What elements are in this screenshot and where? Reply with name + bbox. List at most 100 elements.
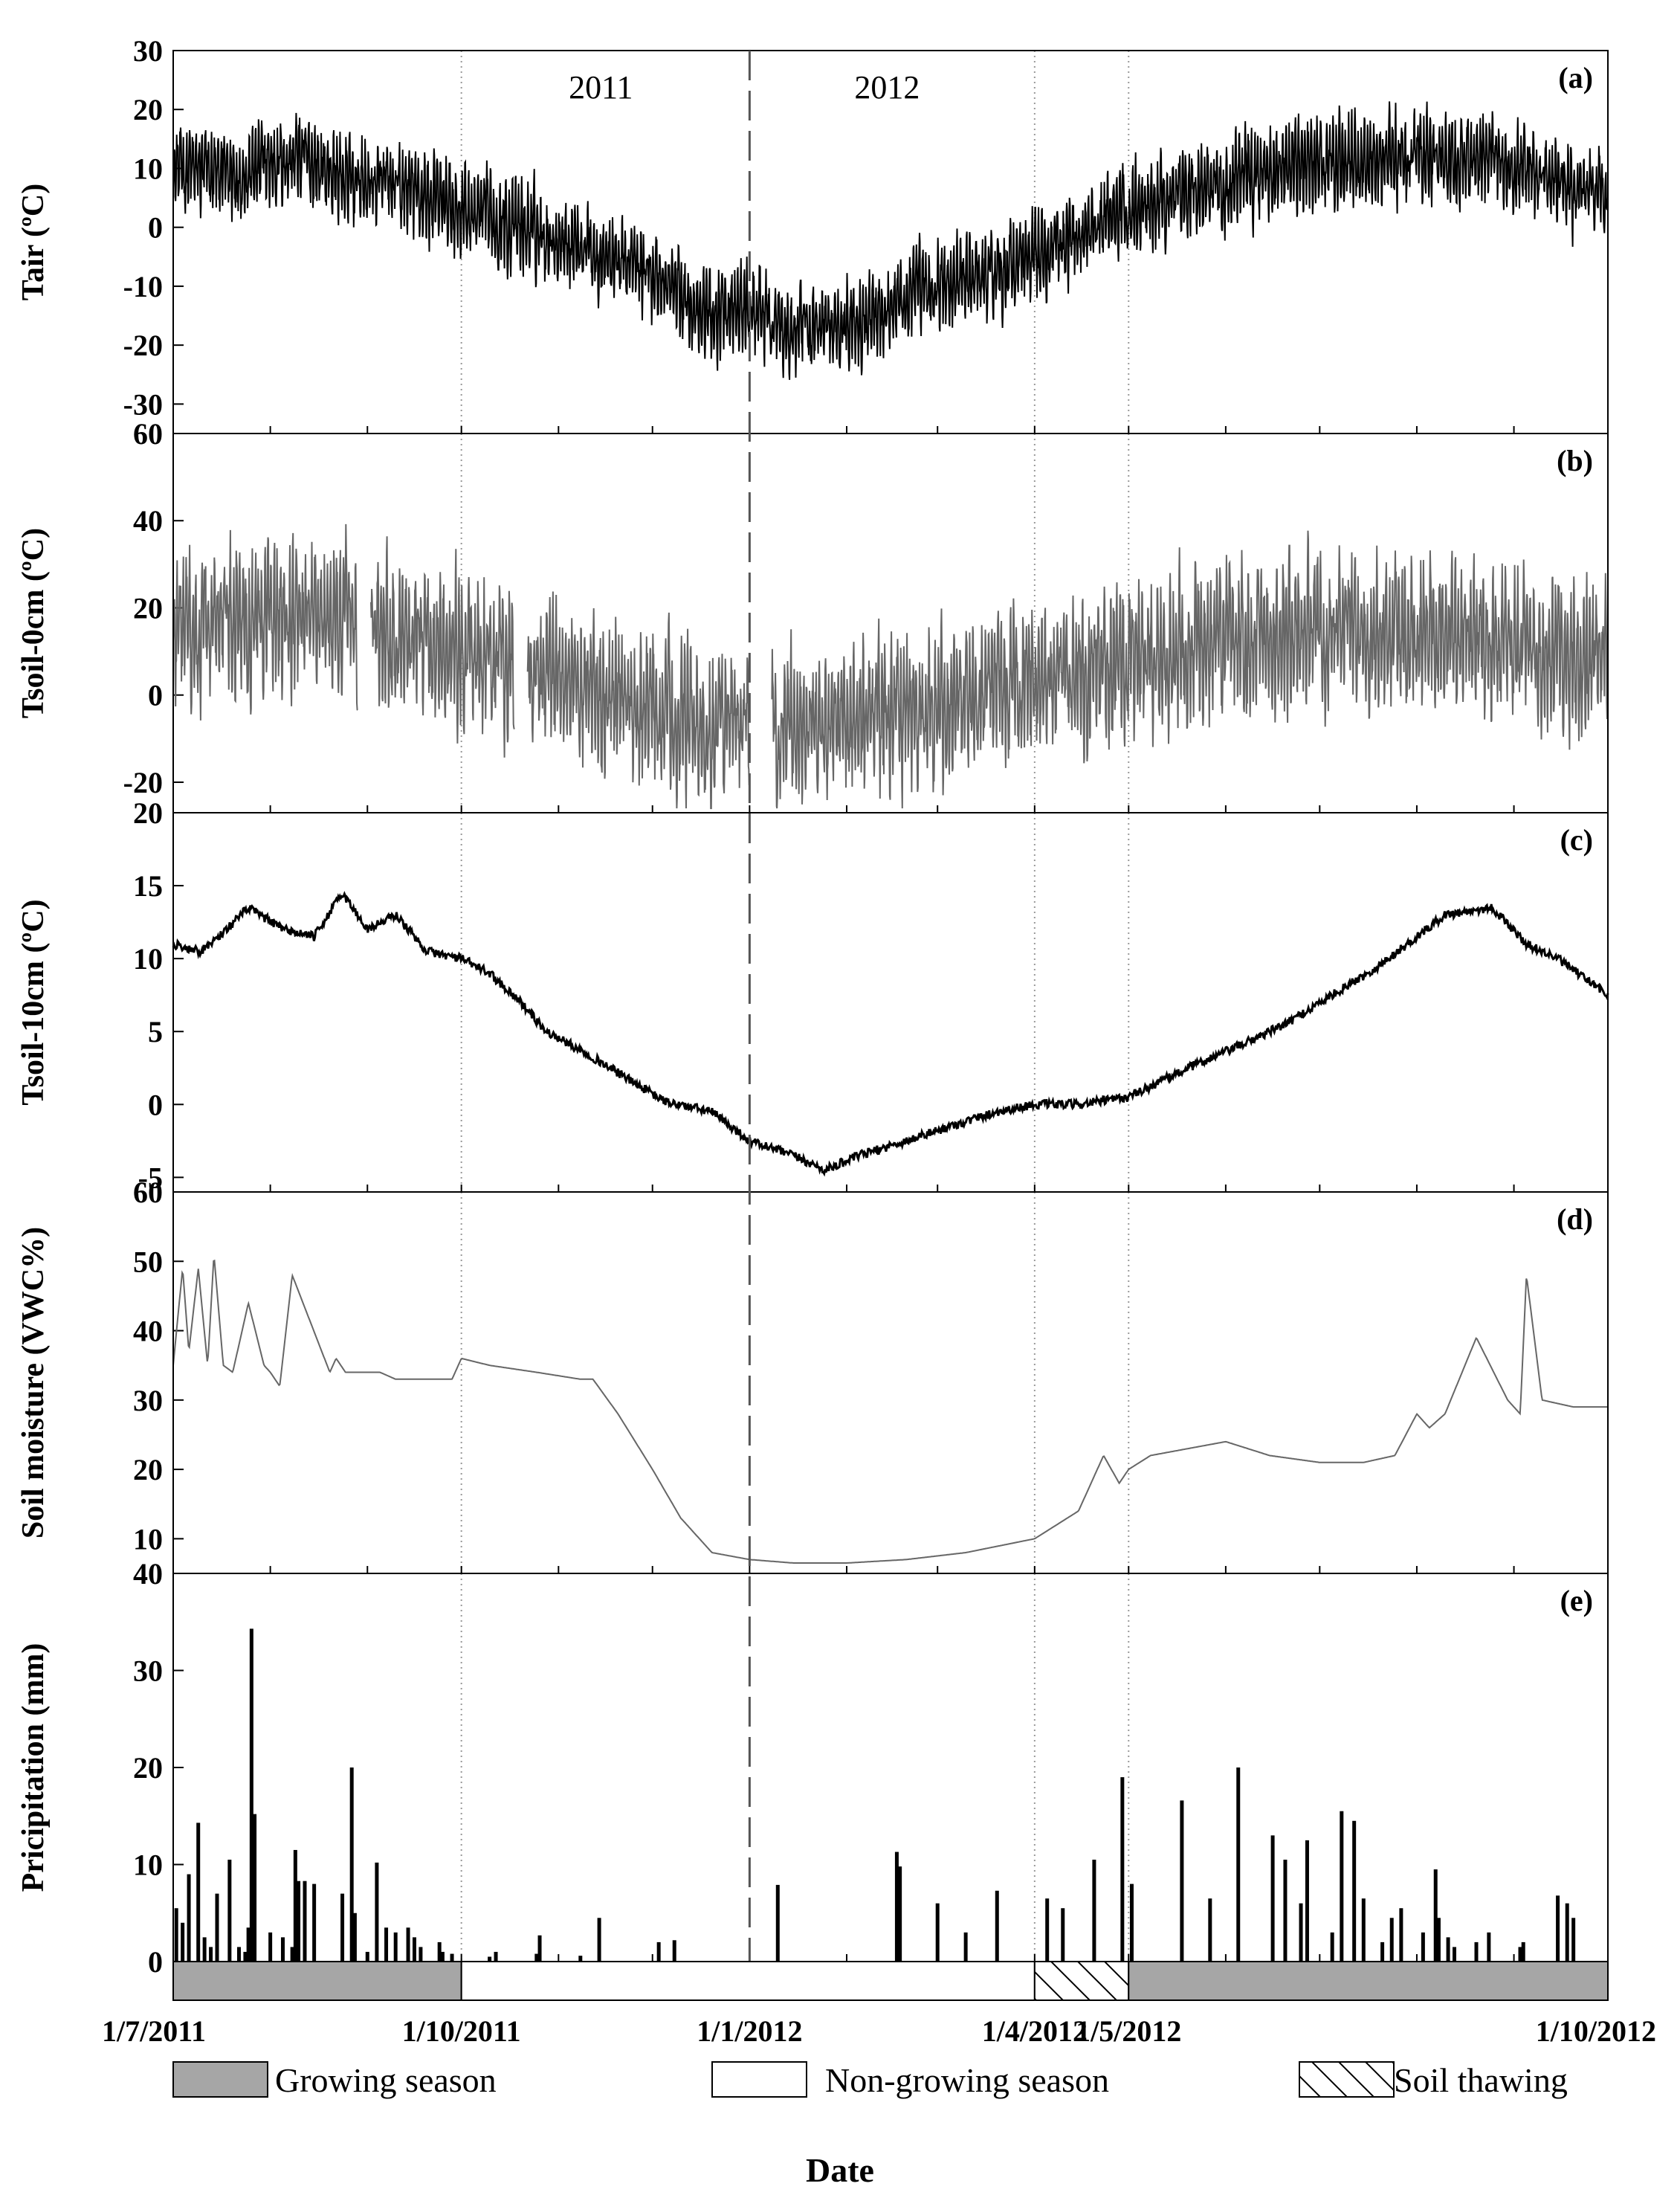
precip-bar [1421,1932,1425,1962]
panel-a: 30 20 10 0 -10 -20 -30 (a) Tair (ºC) [16,34,1609,434]
precip-bar [1236,1767,1241,1962]
y-tick-label: 20 [133,1751,163,1785]
precip-bar [494,1951,498,1962]
precip-bar [1361,1898,1366,1962]
precip-bar [246,1927,251,1962]
precip-bar [488,1956,492,1962]
y-tick-label: 0 [148,1088,163,1121]
precip-bar [1092,1859,1096,1962]
precip-bar [419,1947,423,1962]
series-a [172,101,1609,380]
panel-label: (c) [1560,823,1593,857]
legend-label-non-growing: Non-growing season [825,2061,1109,2099]
precip-bar [215,1893,219,1962]
y-tick-label: 40 [133,1557,163,1591]
panel-frame [172,812,1609,1193]
season-segment-thawing [1033,1961,1130,2001]
precip-bar [1305,1840,1309,1962]
precip-bar [1565,1903,1569,1962]
precip-bar [1389,1918,1394,1962]
y-tick-label: 20 [133,1453,163,1486]
precip-bar [450,1953,454,1962]
legend-label-thawing: Soil thawing [1394,2061,1568,2099]
season-bar [172,1961,1609,2001]
x-axis-title: Date [806,2151,874,2189]
panel-d: 60 50 40 30 20 10 (d) Soil moisture (VWC%) [16,1176,1609,1574]
precip-bar [894,1852,899,1962]
series-line-b-2 [526,591,750,810]
series-line-d [172,1259,1608,1564]
precip-bar [268,1932,273,1962]
precip-bar [1474,1941,1479,1962]
precip-bar [243,1951,248,1962]
precip-bar [249,1628,253,1962]
y-axis-label: Pricipitation (mm) [16,1643,51,1892]
series-line-c [172,891,1609,1177]
panel-b: 60 40 20 0 -20 (b) Tsoil-0cm (ºC) [16,417,1609,813]
precip-bar [303,1881,307,1962]
panel-frame [172,1573,1609,1962]
y-tick-label: 60 [133,417,163,451]
x-tick-label: 1/10/2012 [1536,2014,1656,2048]
panel-c: 20 15 10 5 0 -5 (c) Tsoil-10cm (ºC) [16,796,1609,1194]
precip-bar [1380,1941,1385,1962]
precip-bar [290,1947,294,1962]
precip-bar [181,1922,185,1962]
panel-frame [172,50,1609,434]
precip-bar [578,1956,583,1962]
series-line-b-1 [370,536,515,758]
y-tick-label: 10 [133,1522,163,1556]
y-tick-label: 15 [133,869,163,903]
precip-bar [1521,1941,1525,1962]
y-axis-label: Tsoil-10cm (ºC) [16,899,51,1105]
precip-bar [1571,1918,1576,1962]
precip-bar [227,1859,232,1962]
y-tick-label: -10 [123,270,163,303]
precip-bar [775,1884,780,1962]
precip-bar [340,1893,345,1962]
season-segment-growing [172,1961,462,2001]
precip-bar [209,1947,213,1962]
precip-bar [597,1918,601,1962]
panel-label: (b) [1557,444,1593,477]
panel-label: (e) [1560,1584,1593,1617]
precip-bar [1352,1820,1357,1962]
x-axis: 1/7/2011 1/10/2011 1/1/2012 1/4/20121/5/201… [102,2014,1656,2048]
y-tick-label: -5 [138,1161,163,1194]
panel-frame [172,1191,1609,1574]
precip-bar [1556,1895,1560,1962]
precip-bar [412,1937,416,1962]
precip-bar [1120,1777,1125,1962]
precip-bar [1487,1932,1491,1962]
y-tick-label: 10 [133,942,163,976]
panels-group: 30 20 10 0 -10 -20 -30 (a) Tair (ºC) 60 40 20 0 -20 (b… [16,34,1609,2000]
precip-bar [1270,1835,1275,1962]
precip-bar [534,1953,539,1962]
y-tick-label: 50 [133,1245,163,1278]
precip-bar [352,1912,357,1962]
precip-bar [349,1767,354,1962]
precip-bar [1399,1908,1403,1962]
y-tick-label: 0 [148,211,163,245]
year-label-2012: 2012 [854,69,920,106]
y-axis-label: Tsoil-0cm (ºC) [16,528,51,718]
precip-bar [656,1941,661,1962]
precip-bar [384,1927,389,1962]
series-c [172,891,1609,1177]
series-line-b-0 [172,523,358,721]
legend-swatch-thawing [1299,2061,1395,2098]
precip-bar [1340,1811,1344,1962]
x-tick-label: 1/1/2012 [697,2014,802,2048]
panel-e: 40 30 20 10 0 (e) Pricipitation (mm) [16,1557,1609,1979]
precip-bar [995,1890,999,1962]
precip-bar [1283,1859,1288,1962]
precip-bar [297,1881,301,1962]
precip-bar [202,1937,207,1962]
precip-bar [1129,1883,1134,1962]
precip-bar [393,1932,398,1962]
x-tick-label: 1/7/2011 [102,2014,206,2048]
precip-bar [1436,1918,1441,1962]
y-tick-label: 30 [133,34,163,68]
precip-bar [1446,1937,1450,1962]
